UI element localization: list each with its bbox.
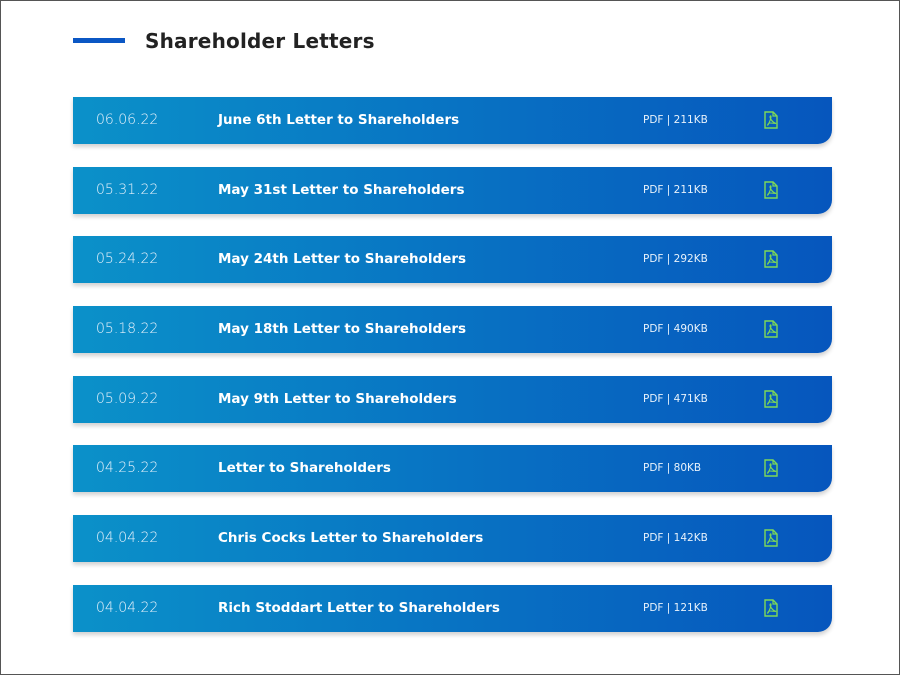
letter-row[interactable]: 05.31.22 May 31st Letter to Shareholders P… <box>73 166 832 214</box>
pdf-icon[interactable] <box>763 111 779 129</box>
file-info: PDF | 142KB <box>643 532 708 545</box>
file-info: PDF | 121KB <box>643 601 708 614</box>
heading-accent-bar <box>73 38 125 43</box>
letter-date: 04.25.22 <box>96 460 159 477</box>
letter-date: 04.04.22 <box>96 599 159 616</box>
page-title: Shareholder Letters <box>145 29 375 53</box>
letter-title-link[interactable]: May 18th Letter to Shareholders <box>218 321 467 338</box>
letter-row[interactable]: 04.25.22 Letter to Shareholders PDF | 80KB <box>73 445 832 493</box>
pdf-icon[interactable] <box>763 320 779 338</box>
letter-date: 05.31.22 <box>96 181 159 198</box>
letter-row[interactable]: 05.24.22 May 24th Letter to Shareholders P… <box>73 236 832 284</box>
file-info: PDF | 471KB <box>643 392 708 405</box>
letter-title-link[interactable]: Chris Cocks Letter to Shareholders <box>218 530 484 547</box>
letter-title-link[interactable]: Letter to Shareholders <box>218 460 391 477</box>
file-info: PDF | 292KB <box>643 253 708 266</box>
letter-row[interactable]: 06.06.22 June 6th Letter to Shareholders P… <box>73 97 832 144</box>
letter-date: 05.09.22 <box>96 390 159 407</box>
pdf-icon[interactable] <box>763 599 779 617</box>
file-info: PDF | 80KB <box>643 462 702 475</box>
pdf-icon[interactable] <box>763 250 779 269</box>
pdf-icon[interactable] <box>763 529 779 547</box>
letters-list: 06.06.22 June 6th Letter to Shareholders P… <box>73 97 832 655</box>
pdf-icon[interactable] <box>763 459 779 478</box>
file-info: PDF | 211KB <box>643 114 708 126</box>
letter-date: 04.04.22 <box>96 530 159 547</box>
letter-title-link[interactable]: June 6th Letter to Shareholders <box>218 112 460 128</box>
letter-date: 05.24.22 <box>96 251 159 268</box>
letter-row[interactable]: 05.09.22 May 9th Letter to Shareholders PD… <box>73 375 832 423</box>
pdf-icon[interactable] <box>763 390 779 408</box>
letter-row[interactable]: 04.04.22 Rich Stoddart Letter to Sharehol… <box>73 584 832 632</box>
pdf-icon[interactable] <box>763 180 779 199</box>
letter-row[interactable]: 05.18.22 May 18th Letter to Shareholders P… <box>73 306 832 354</box>
letter-date: 06.06.22 <box>96 112 159 128</box>
letter-title-link[interactable]: May 24th Letter to Shareholders <box>218 251 467 268</box>
letter-title-link[interactable]: May 31st Letter to Shareholders <box>218 181 465 198</box>
file-info: PDF | 490KB <box>643 323 708 336</box>
letter-title-link[interactable]: Rich Stoddart Letter to Shareholders <box>218 599 500 616</box>
letter-title-link[interactable]: May 9th Letter to Shareholders <box>218 390 457 407</box>
file-info: PDF | 211KB <box>643 183 708 196</box>
letter-date: 05.18.22 <box>96 321 159 338</box>
letter-row[interactable]: 04.04.22 Chris Cocks Letter to Shareholde… <box>73 515 832 563</box>
